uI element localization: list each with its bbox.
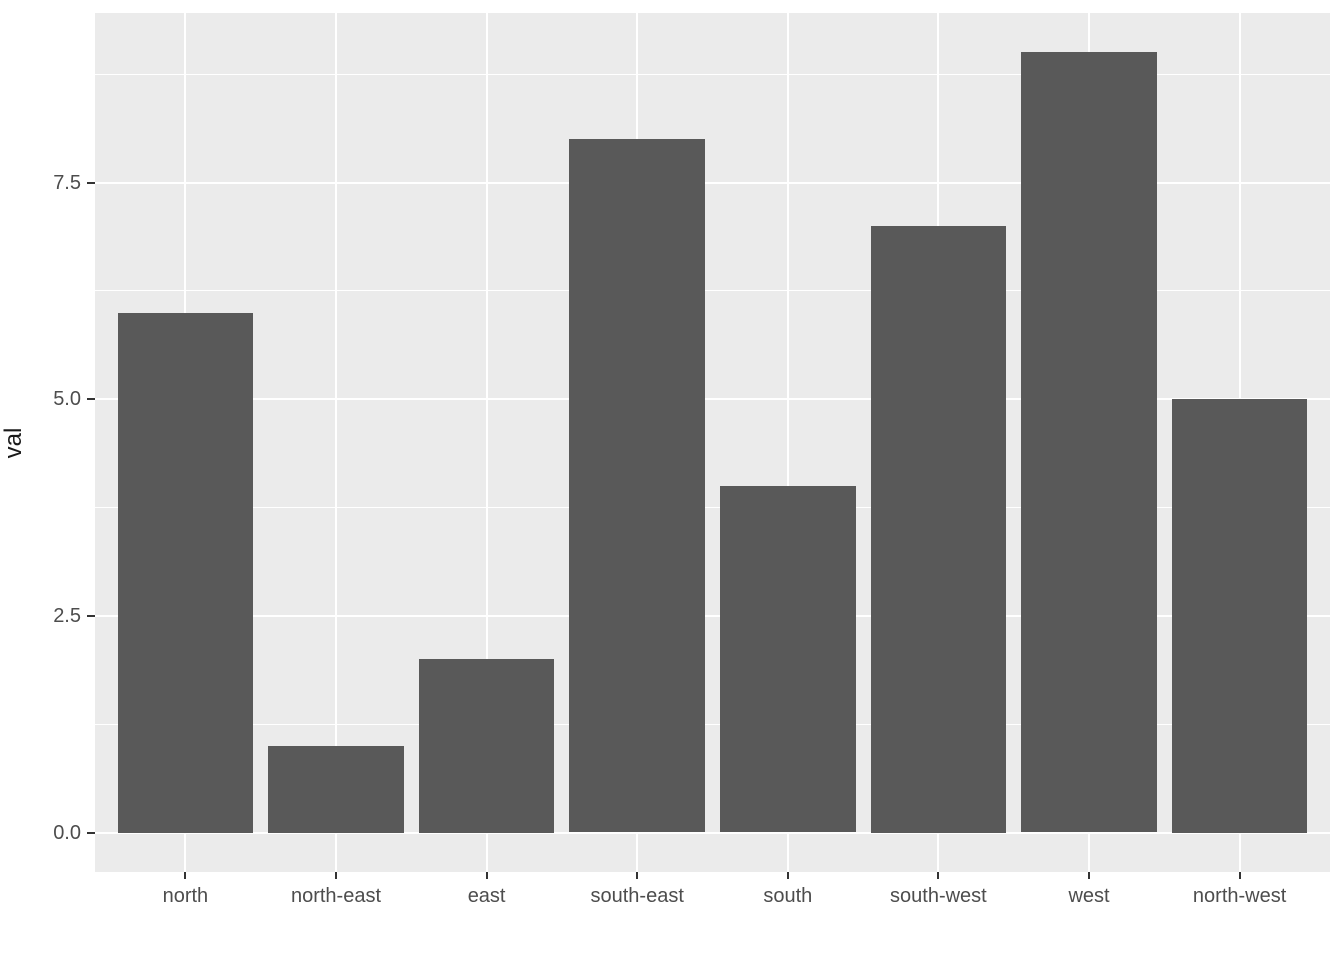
x-tick-label-east: east [467, 885, 506, 907]
y-tick-label: 5.0 [53, 388, 81, 411]
bar-north [117, 312, 254, 833]
x-tick-label-north-east: north-east [290, 885, 382, 907]
y-tick-label: 2.5 [53, 604, 81, 627]
bar-west [1021, 52, 1157, 833]
x-tick-mark [786, 872, 789, 879]
plot-panel [95, 13, 1330, 872]
gridline-major-vertical [335, 13, 337, 872]
gridline-major-horizontal [95, 398, 1330, 401]
x-tick-label-west: west [1068, 885, 1110, 907]
y-tick-mark [87, 614, 95, 617]
x-tick-label-south: south [763, 885, 813, 907]
bar-north-west [1171, 399, 1308, 833]
bar-east [418, 659, 555, 833]
x-tick-label-south-east: south-east [590, 885, 684, 907]
x-tick-label-north-west: north-west [1192, 885, 1287, 907]
x-tick-mark [1238, 872, 1241, 879]
gridline-major-vertical [786, 13, 789, 872]
x-tick-label-north: north [162, 885, 209, 907]
x-tick-mark [485, 872, 488, 879]
bar-north-east [268, 745, 404, 833]
x-tick-mark [937, 872, 940, 879]
gridline-major-vertical [485, 13, 488, 872]
bar-south [720, 485, 856, 833]
x-tick-mark [636, 872, 639, 879]
gridline-minor-horizontal [95, 723, 1330, 725]
x-tick-mark [335, 872, 337, 879]
y-tick-mark [87, 181, 95, 184]
y-tick-label: 0.0 [53, 821, 81, 844]
gridline-major-horizontal [95, 614, 1330, 617]
y-tick-mark [87, 831, 95, 834]
gridline-minor-horizontal [95, 73, 1330, 75]
gridline-minor-horizontal [95, 507, 1330, 508]
x-tick-mark [184, 872, 187, 879]
bar-south-west [870, 225, 1007, 833]
bar-south-east [569, 139, 705, 833]
x-tick-mark [1088, 872, 1090, 879]
gridline-minor-horizontal [95, 290, 1330, 292]
y-tick-label: 7.5 [53, 171, 81, 194]
gridline-major-horizontal [95, 181, 1330, 184]
y-tick-mark [87, 398, 95, 401]
x-tick-label-south-west: south-west [890, 885, 987, 907]
gridline-major-horizontal [95, 831, 1330, 834]
y-axis-title: val [0, 427, 27, 459]
